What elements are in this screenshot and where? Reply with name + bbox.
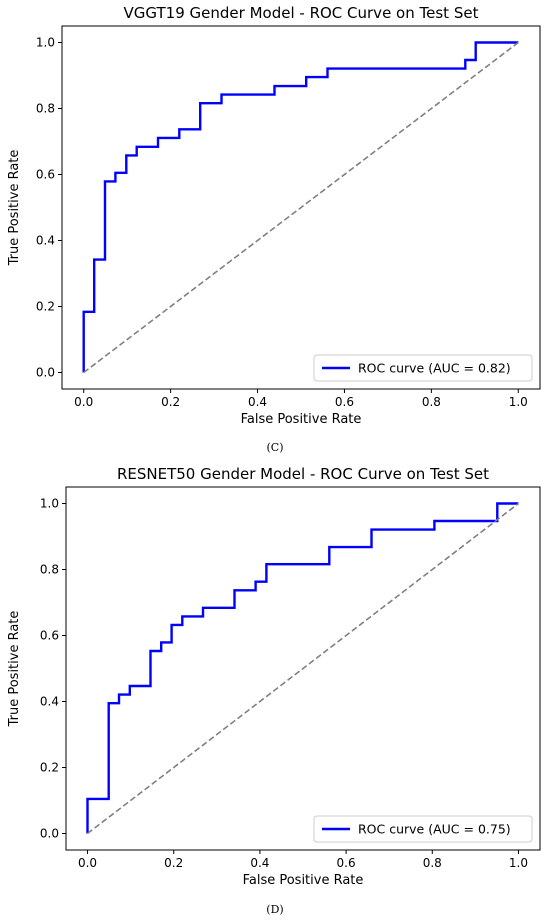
- x-axis-label: False Positive Rate: [243, 873, 364, 888]
- y-tick-label: 0.2: [36, 300, 55, 314]
- y-tick-label: 0.4: [36, 234, 55, 248]
- legend-label: ROC curve (AUC = 0.82): [358, 361, 511, 376]
- y-axis-label: True Positive Rate: [7, 611, 22, 728]
- x-tick-label: 0.4: [248, 395, 267, 409]
- x-tick-label: 0.0: [74, 395, 93, 409]
- chart-caption: (C): [266, 441, 284, 454]
- y-tick-label: 0.4: [40, 695, 59, 709]
- chart-title: RESNET50 Gender Model - ROC Curve on Tes…: [117, 465, 489, 483]
- legend: ROC curve (AUC = 0.75): [313, 815, 533, 843]
- roc-panel-c: VGGT19 Gender Model - ROC Curve on Test …: [7, 4, 541, 454]
- chart-caption: (D): [266, 903, 284, 916]
- x-tick-label: 0.2: [161, 395, 180, 409]
- x-tick-label: 0.6: [335, 395, 354, 409]
- legend-box: [313, 815, 533, 843]
- y-tick-label: 1.0: [40, 497, 59, 511]
- x-tick-label: 0.0: [78, 856, 97, 870]
- y-tick-label: 0.6: [40, 629, 59, 643]
- x-tick-label: 0.2: [164, 856, 183, 870]
- y-tick-label: 0.8: [40, 563, 59, 577]
- y-tick-label: 0.0: [40, 827, 59, 841]
- x-tick-label: 1.0: [509, 395, 528, 409]
- y-tick-label: 0.0: [36, 366, 55, 380]
- x-tick-label: 0.4: [250, 856, 269, 870]
- x-tick-label: 0.8: [422, 395, 441, 409]
- legend: ROC curve (AUC = 0.82): [313, 354, 533, 382]
- roc-chart-c: VGGT19 Gender Model - ROC Curve on Test …: [7, 4, 541, 427]
- y-axis-label: True Positive Rate: [7, 150, 22, 267]
- roc-panel-d: RESNET50 Gender Model - ROC Curve on Tes…: [0, 462, 550, 923]
- y-tick-label: 0.8: [36, 102, 55, 116]
- x-tick-label: 1.0: [509, 856, 528, 870]
- x-tick-label: 0.8: [423, 856, 442, 870]
- y-tick-label: 1.0: [36, 36, 55, 50]
- y-tick-label: 0.2: [40, 761, 59, 775]
- plot-frame: [65, 486, 541, 851]
- roc-chart-d: RESNET50 Gender Model - ROC Curve on Tes…: [7, 465, 541, 888]
- chance-diagonal-line: [83, 41, 519, 374]
- chance-diagonal-line: [87, 502, 519, 835]
- legend-label: ROC curve (AUC = 0.75): [358, 822, 511, 837]
- chart-title: VGGT19 Gender Model - ROC Curve on Test …: [124, 4, 479, 22]
- roc-curve-line: [82, 41, 519, 373]
- x-tick-label: 0.6: [337, 856, 356, 870]
- legend-box: [313, 354, 533, 382]
- plot-frame: [61, 25, 541, 390]
- roc-curve-line: [86, 502, 519, 834]
- y-tick-label: 0.6: [36, 168, 55, 182]
- x-axis-label: False Positive Rate: [241, 412, 362, 427]
